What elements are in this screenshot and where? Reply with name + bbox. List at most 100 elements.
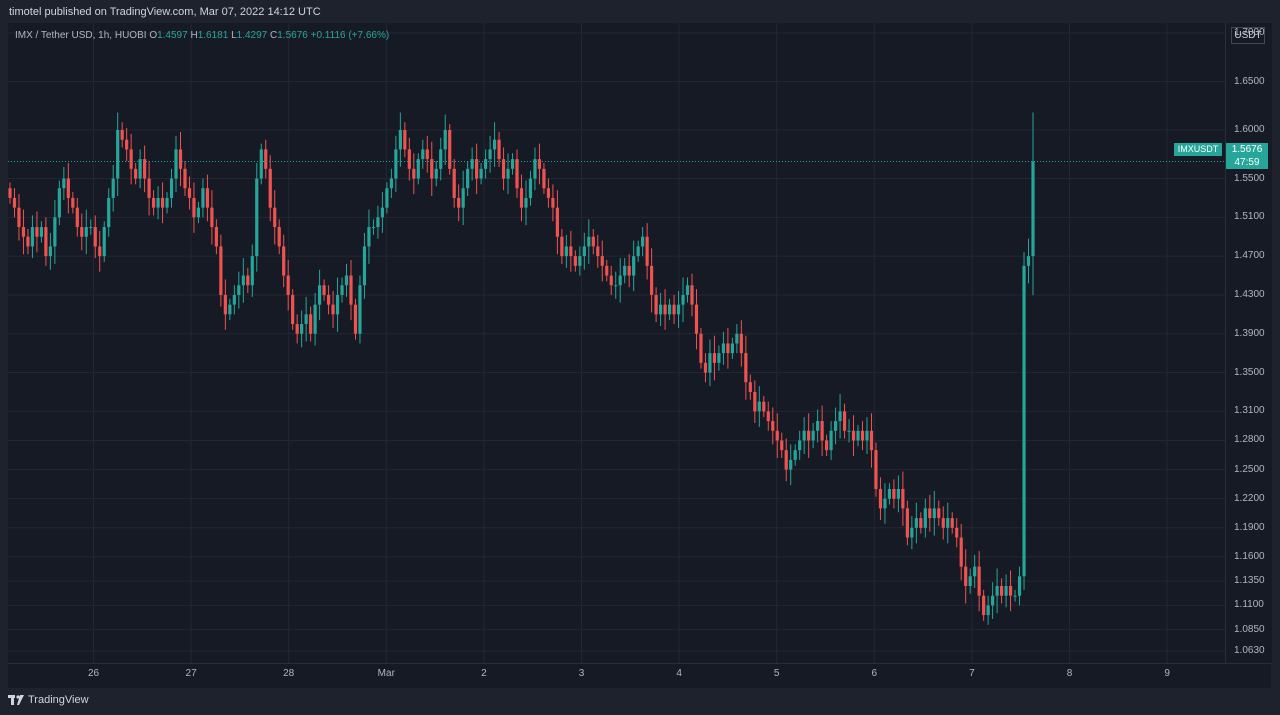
price-tick-label: 1.5500 (1234, 172, 1265, 184)
candle-body (937, 508, 941, 519)
candle-body (466, 168, 470, 189)
candle-body (816, 421, 820, 431)
legend-high-label: H (190, 30, 198, 41)
time-tick-label: 7 (969, 668, 975, 679)
candle-body (403, 130, 407, 150)
candle-body (703, 362, 708, 373)
candle-body (497, 139, 501, 160)
legend-open: 1.4597 (157, 30, 188, 41)
candle-body (488, 149, 492, 160)
candle-body (771, 421, 775, 431)
candle-body (1022, 265, 1026, 577)
candle-body (134, 168, 138, 179)
candle-body (928, 508, 932, 519)
candle-body (510, 159, 515, 169)
candle-body (955, 527, 959, 538)
candle-body (712, 353, 717, 363)
candle-body (484, 159, 488, 169)
candle-body (93, 227, 97, 247)
candle-body (753, 391, 757, 412)
candle-body (501, 159, 506, 179)
candle-body (241, 275, 245, 286)
price-tick-label: 1.0850 (1234, 623, 1265, 635)
candle-body (71, 197, 75, 208)
candle-body (326, 294, 331, 305)
candle-body (178, 149, 183, 169)
price-tick-label: 1.6500 (1234, 75, 1265, 87)
candle-body (1004, 585, 1008, 596)
candle-body (506, 168, 510, 179)
candle-body (999, 585, 1004, 596)
candle-body (160, 197, 165, 208)
candle-body (811, 430, 815, 441)
candle-body (587, 236, 591, 247)
candle-body (632, 256, 636, 276)
candle-body (219, 246, 223, 295)
price-tick-label: 1.1600 (1234, 550, 1265, 562)
candlestick-chart[interactable] (8, 23, 1225, 663)
candle-body (910, 527, 914, 538)
candle-body (268, 168, 272, 208)
candle-body (1031, 161, 1035, 257)
candle-body (232, 294, 236, 305)
candle-body (309, 314, 313, 334)
legend-change: +0.1116 (+7.66%) (310, 30, 390, 41)
candle-body (439, 149, 443, 169)
candle-body (681, 294, 685, 305)
candle-body (452, 168, 456, 198)
time-tick-label: 6 (871, 668, 878, 679)
legend-open-label: O (149, 30, 158, 41)
legend-close: 1.5676 (277, 30, 308, 41)
candle-body (982, 595, 986, 616)
candle-body (210, 207, 214, 228)
candle-body (591, 236, 595, 247)
candle-body (8, 188, 12, 198)
candle-body (618, 275, 622, 286)
price-axis[interactable] (1225, 23, 1272, 663)
price-tick-label: 1.2800 (1234, 434, 1265, 446)
legend-close-label: C (270, 30, 278, 41)
candle-body (66, 178, 70, 198)
chart-pane[interactable] (8, 23, 1225, 663)
candle-body (26, 236, 30, 247)
candle-body (421, 149, 425, 160)
candle-body (479, 168, 483, 179)
candle-body (950, 518, 954, 528)
candle-body (878, 488, 883, 509)
candle-body (98, 246, 102, 257)
candle-body (340, 285, 344, 295)
candle-body (389, 178, 393, 189)
candle-body (313, 304, 317, 334)
candle-body (322, 285, 326, 295)
candle-body (793, 450, 797, 460)
candle-body (658, 304, 663, 315)
candle-body (443, 130, 447, 150)
candle-body (205, 188, 210, 208)
candle-body (80, 227, 84, 237)
candle-body (187, 188, 192, 198)
candle-body (829, 430, 833, 451)
candle-body (842, 411, 847, 431)
time-tick-label: 26 (87, 668, 100, 679)
candle-body (892, 488, 896, 499)
currency-unit-label[interactable]: USDT (1231, 27, 1265, 44)
candle-body (914, 518, 918, 528)
candle-body (223, 294, 227, 315)
candle-body (492, 139, 497, 150)
candle-body (295, 324, 299, 334)
candle-body (748, 382, 752, 392)
candle-body (434, 168, 438, 179)
candle-body (968, 576, 972, 586)
candle-body (448, 130, 452, 169)
legend-low-label: L (231, 30, 237, 41)
candle-body (412, 168, 416, 179)
candle-body (457, 197, 461, 208)
candle-body (560, 236, 564, 257)
candle-body (789, 459, 793, 470)
time-axis[interactable] (8, 663, 1271, 688)
candle-body (44, 227, 48, 257)
candle-body (896, 488, 900, 499)
candle-body (856, 430, 860, 441)
candle-body (995, 585, 999, 596)
candle-body (551, 197, 555, 208)
